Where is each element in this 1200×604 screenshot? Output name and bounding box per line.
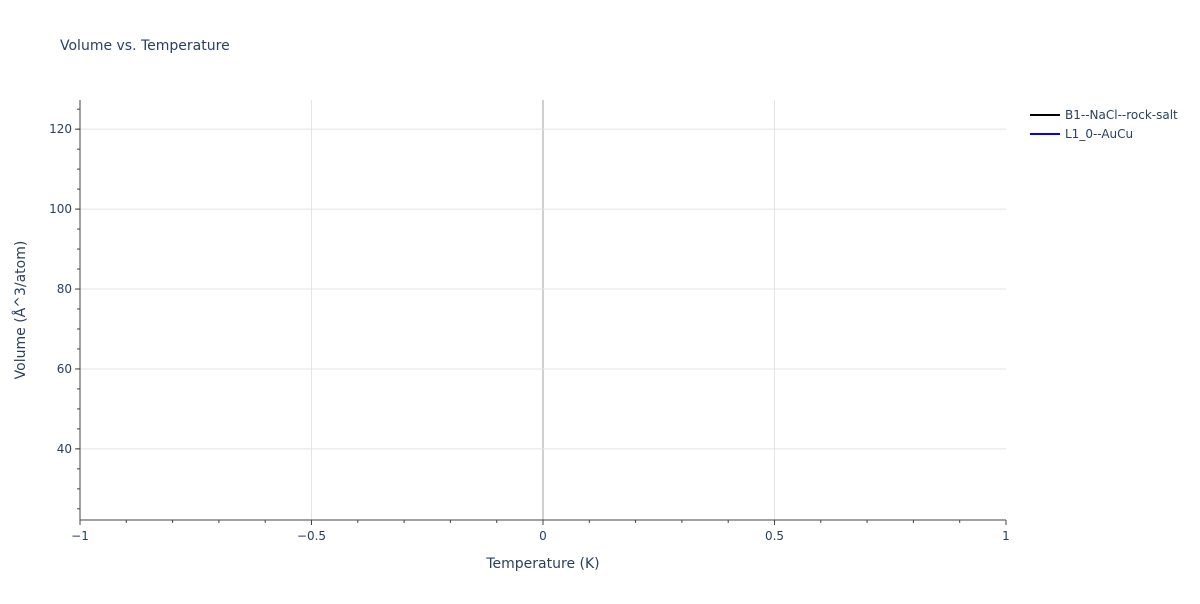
x-axis-label: Temperature (K) — [485, 556, 599, 572]
chart-title: Volume vs. Temperature — [60, 38, 230, 54]
x-tick-label: 0 — [539, 529, 547, 543]
y-tick-label: 80 — [57, 282, 72, 296]
legend: B1--NaCl--rock-salt L1_0--AuCu — [1030, 108, 1178, 141]
legend-label: B1--NaCl--rock-salt — [1065, 108, 1178, 122]
y-tick-label: 120 — [49, 122, 72, 136]
x-tick-label: −1 — [71, 529, 89, 543]
y-tick-label: 40 — [57, 442, 72, 456]
x-tick-label: −0.5 — [297, 529, 326, 543]
legend-label: L1_0--AuCu — [1065, 127, 1133, 141]
x-tick-label: 0.5 — [765, 529, 784, 543]
grid — [80, 100, 1006, 520]
y-tick-label: 60 — [57, 362, 72, 376]
y-axis-label: Volume (Å^3/atom) — [12, 241, 29, 380]
axes: −1 −0.5 0 0.5 1 40 60 80 100 120 — [49, 100, 1010, 543]
x-tick-label: 1 — [1002, 529, 1010, 543]
y-tick-label: 100 — [49, 202, 72, 216]
